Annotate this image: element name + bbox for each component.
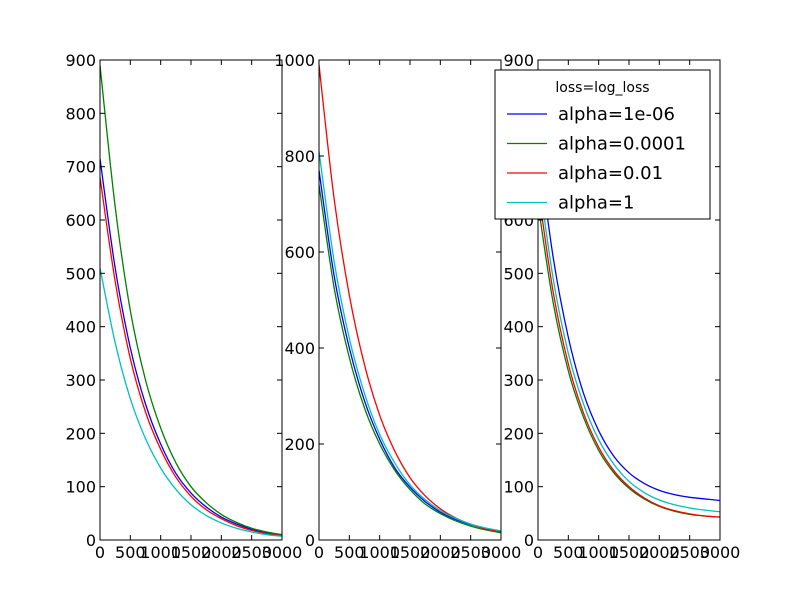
- x-tick-label: 3000: [262, 543, 303, 562]
- x-tick-label: 1000: [578, 543, 619, 562]
- series-line-2: [100, 65, 282, 536]
- legend-label-4: alpha=1: [558, 193, 634, 214]
- series-group: [319, 64, 501, 534]
- x-tick-label: 3000: [481, 543, 522, 562]
- y-tick-label: 900: [65, 51, 96, 70]
- series-line-1: [100, 158, 282, 537]
- x-tick-label: 2500: [669, 543, 710, 562]
- y-tick-label: 100: [503, 478, 534, 497]
- x-tick-label: 500: [115, 543, 146, 562]
- y-tick-label: 900: [503, 51, 534, 70]
- series-line-3: [538, 187, 720, 518]
- x-tick-label: 1500: [390, 543, 431, 562]
- series-group: [100, 65, 282, 537]
- subplot-1: 0 500100015002000250030000100200300400500…: [65, 51, 302, 562]
- x-tick-label: 2000: [639, 543, 680, 562]
- x-tick-label: 2000: [420, 543, 461, 562]
- series-line-3: [100, 177, 282, 537]
- series-line-4: [100, 267, 282, 537]
- y-tick-label: 800: [65, 104, 96, 123]
- x-tick-label: 1000: [359, 543, 400, 562]
- y-tick-label: 300: [65, 371, 96, 390]
- legend-title: loss=log_loss: [555, 80, 649, 96]
- y-tick-label: 0: [524, 531, 534, 550]
- series-line-1: [538, 145, 720, 502]
- legend-label-3: alpha=0.01: [558, 163, 663, 184]
- legend: loss=log_loss alpha=1e-06 alpha=0.0001 alph…: [494, 69, 711, 220]
- x-tick-label: 1500: [171, 543, 212, 562]
- legend-label-1: alpha=1e-06: [558, 104, 675, 125]
- series-line-2: [319, 184, 501, 534]
- legend-box: [494, 69, 711, 220]
- subplot-3: 0 500100015002000250030000100200300400500…: [503, 51, 740, 562]
- y-tick-label: 400: [284, 339, 315, 358]
- x-tick-label: 2000: [201, 543, 242, 562]
- x-tick-label: 2500: [231, 543, 272, 562]
- series-line-4: [319, 151, 501, 532]
- y-tick-label: 500: [65, 264, 96, 283]
- y-tick-label: 500: [503, 264, 534, 283]
- x-tick-label: 0: [314, 543, 324, 562]
- x-tick-label: 3000: [700, 543, 741, 562]
- x-tick-label: 0: [533, 543, 543, 562]
- y-tick-label: 400: [503, 318, 534, 337]
- series-line-4: [538, 171, 720, 513]
- x-tick-label: 500: [553, 543, 584, 562]
- y-tick-label: 600: [65, 211, 96, 230]
- y-tick-label: 200: [284, 435, 315, 454]
- series-group: [538, 145, 720, 518]
- y-tick-label: 1000: [274, 51, 315, 70]
- y-tick-label: 300: [503, 371, 534, 390]
- x-tick-label: 2500: [450, 543, 491, 562]
- x-tick-label: 500: [334, 543, 365, 562]
- y-tick-label: 200: [503, 424, 534, 443]
- plots: 0 500100015002000250030000100200300400500…: [65, 51, 740, 562]
- y-tick-label: 0: [305, 531, 315, 550]
- y-tick-label: 200: [65, 424, 96, 443]
- legend-label-2: alpha=0.0001: [558, 134, 686, 155]
- y-tick-label: 800: [284, 147, 315, 166]
- y-tick-label: 100: [65, 478, 96, 497]
- x-tick-label: 1000: [140, 543, 181, 562]
- x-tick-label: 1500: [609, 543, 650, 562]
- y-tick-label: 0: [86, 531, 96, 550]
- y-tick-label: 400: [65, 318, 96, 337]
- subplot-2: 0 500100015002000250030000200400600800100…: [274, 51, 521, 562]
- x-tick-label: 0: [95, 543, 105, 562]
- y-tick-label: 600: [284, 243, 315, 262]
- y-tick-label: 700: [65, 158, 96, 177]
